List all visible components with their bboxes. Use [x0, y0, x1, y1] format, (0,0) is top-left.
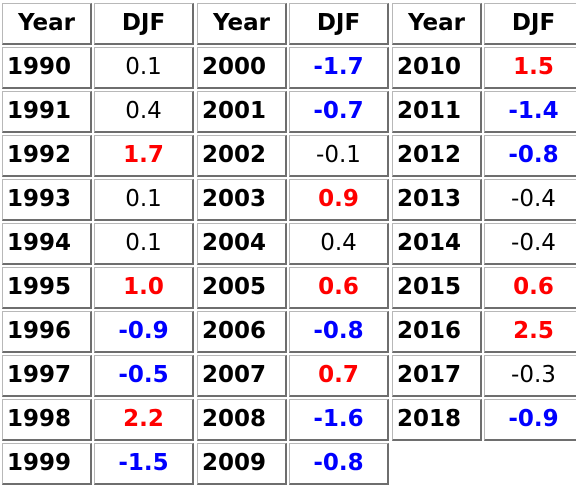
djf-value-cell: -0.3	[484, 355, 576, 397]
year-cell: 1998	[2, 399, 92, 441]
header-year: Year	[2, 3, 92, 45]
year-cell: 1990	[2, 47, 92, 89]
header-djf: DJF	[94, 3, 194, 45]
year-cell: 2017	[392, 355, 482, 397]
year-cell: 2012	[392, 135, 482, 177]
header-year: Year	[197, 3, 287, 45]
djf-value-cell: -0.8	[484, 135, 576, 177]
header-djf: DJF	[484, 3, 576, 45]
djf-value-cell: 0.1	[94, 179, 194, 221]
djf-value-cell: 1.7	[94, 135, 194, 177]
year-cell: 2016	[392, 311, 482, 353]
year-cell: 2004	[197, 223, 287, 265]
year-cell: 1994	[2, 223, 92, 265]
year-cell: 2003	[197, 179, 287, 221]
djf-value-cell: 0.6	[289, 267, 389, 309]
djf-value-cell: 1.5	[484, 47, 576, 89]
year-cell: 2006	[197, 311, 287, 353]
djf-value-cell: -0.1	[289, 135, 389, 177]
djf-value-cell: 0.9	[289, 179, 389, 221]
year-cell: 1992	[2, 135, 92, 177]
djf-value-cell: 1.0	[94, 267, 194, 309]
year-cell: 2011	[392, 91, 482, 133]
djf-value-cell: -0.9	[484, 399, 576, 441]
djf-value-cell: -0.4	[484, 223, 576, 265]
djf-table: Year DJF 1990 0.1 1991 0.4 1992 1.7 1993 0.1 1994 0…	[2, 3, 576, 489]
year-cell: 1997	[2, 355, 92, 397]
djf-value-cell: -1.5	[94, 443, 194, 485]
year-cell: 1991	[2, 91, 92, 133]
year-cell: 2001	[197, 91, 287, 133]
year-cell: 2009	[197, 443, 287, 485]
djf-value-cell: 0.4	[289, 223, 389, 265]
djf-value-cell: 0.4	[94, 91, 194, 133]
djf-value-cell: 2.5	[484, 311, 576, 353]
year-cell: 2010	[392, 47, 482, 89]
year-cell: 1993	[2, 179, 92, 221]
djf-value-cell: -1.7	[289, 47, 389, 89]
djf-value-cell: -0.7	[289, 91, 389, 133]
djf-value-cell: 0.7	[289, 355, 389, 397]
djf-value-cell: -0.9	[94, 311, 194, 353]
djf-value-cell: -0.8	[289, 311, 389, 353]
year-cell: 1999	[2, 443, 92, 485]
djf-value-cell: -0.8	[289, 443, 389, 485]
djf-value-cell: -1.4	[484, 91, 576, 133]
djf-value-cell: 0.1	[94, 47, 194, 89]
year-cell: 2002	[197, 135, 287, 177]
year-cell: 2015	[392, 267, 482, 309]
year-cell: 1995	[2, 267, 92, 309]
year-cell: 1996	[2, 311, 92, 353]
year-cell: 2013	[392, 179, 482, 221]
djf-value-cell: -1.6	[289, 399, 389, 441]
year-cell: 2005	[197, 267, 287, 309]
year-cell: 2018	[392, 399, 482, 441]
djf-value-cell: 0.6	[484, 267, 576, 309]
djf-value-cell: -0.4	[484, 179, 576, 221]
djf-value-cell: -0.5	[94, 355, 194, 397]
year-cell: 2008	[197, 399, 287, 441]
djf-value-cell: 0.1	[94, 223, 194, 265]
year-cell: 2014	[392, 223, 482, 265]
header-djf: DJF	[289, 3, 389, 45]
year-cell: 2000	[197, 47, 287, 89]
djf-value-cell: 2.2	[94, 399, 194, 441]
header-year: Year	[392, 3, 482, 45]
year-cell: 2007	[197, 355, 287, 397]
